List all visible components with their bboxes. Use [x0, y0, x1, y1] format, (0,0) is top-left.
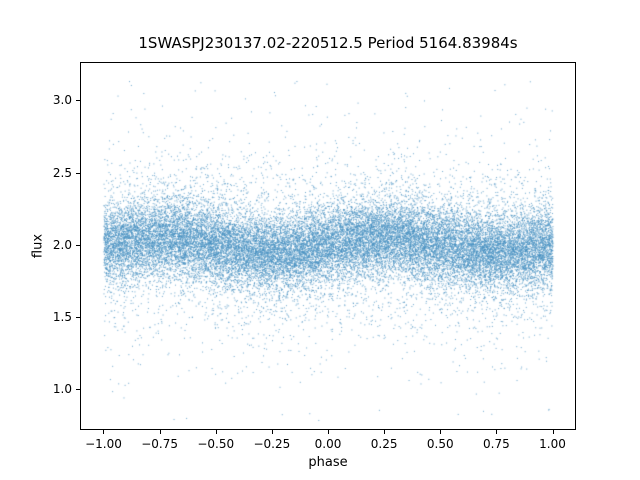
x-tick-label: 0.75: [483, 437, 510, 451]
scatter-points-canvas: [81, 63, 575, 429]
y-tick-label: 2.5: [52, 165, 72, 180]
x-tick-mark: [552, 430, 554, 434]
y-tick-mark: [76, 388, 80, 390]
y-tick-mark: [76, 100, 80, 102]
x-tick-label: 0.50: [426, 437, 454, 451]
chart-title: 1SWASPJ230137.02-220512.5 Period 5164.83…: [138, 34, 518, 52]
x-tick-label: −0.75: [141, 437, 178, 451]
x-tick-label: −0.25: [253, 437, 291, 451]
x-tick-mark: [271, 430, 273, 434]
plot-area: [80, 62, 576, 430]
x-tick-mark: [215, 430, 217, 434]
y-tick-mark: [76, 244, 80, 246]
x-tick-label: 0.00: [314, 437, 342, 451]
y-tick-label: 2.0: [52, 237, 72, 252]
x-axis-label: phase: [308, 455, 348, 470]
y-tick-label: 3.0: [52, 93, 72, 108]
x-tick-label: 0.25: [370, 437, 398, 451]
x-tick-label: −1.00: [85, 437, 122, 451]
x-tick-mark: [496, 430, 498, 434]
x-tick-mark: [440, 430, 442, 434]
y-tick-label: 1.5: [52, 309, 72, 324]
y-tick-mark: [76, 172, 80, 174]
x-tick-mark: [328, 430, 329, 434]
x-tick-mark: [103, 430, 105, 434]
x-tick-mark: [384, 430, 386, 434]
x-tick-mark: [159, 430, 161, 434]
y-tick-label: 1.0: [52, 381, 72, 396]
x-tick-label: −0.50: [197, 437, 235, 451]
x-tick-label: 1.00: [539, 437, 566, 451]
y-tick-mark: [76, 316, 80, 318]
